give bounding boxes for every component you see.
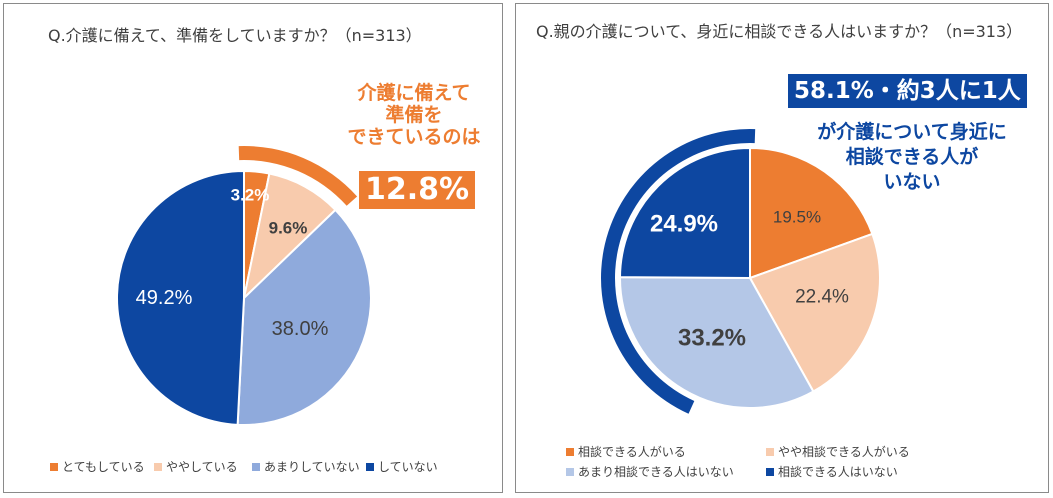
pie-chart-consultation: 19.5% 22.4% 33.2% 24.9% xyxy=(601,129,881,414)
legend-swatch xyxy=(566,447,574,456)
legend-swatch xyxy=(766,467,774,476)
legend-swatch xyxy=(50,462,58,471)
legend-label: とてもしている xyxy=(62,460,145,474)
panel-consultation: Q.親の介護について、身近に相談できる人はいますか？（n=313） 19.5% 2… xyxy=(515,3,1049,493)
callout-line: 相談できる人が xyxy=(845,146,979,168)
callout-line: できているのは xyxy=(347,126,481,148)
highlight-arc xyxy=(238,146,358,206)
pie-chart-preparation: 3.2% 9.6% 38.0% 49.2% xyxy=(116,146,372,426)
legend-label: あまりしていない xyxy=(264,460,360,474)
legend-label: ややしている xyxy=(166,460,238,474)
callout-line: 準備を xyxy=(385,104,443,126)
data-label: 3.2% xyxy=(231,186,270,205)
legend-swatch xyxy=(366,462,374,471)
data-label: 19.5% xyxy=(773,208,821,227)
pie-slice-3 xyxy=(236,208,372,426)
data-label: 24.9% xyxy=(650,211,718,238)
highlight-arc xyxy=(601,129,756,414)
callout-value: 58.1%・約3人に1人 xyxy=(788,74,1027,108)
pie-slice-3 xyxy=(619,276,815,409)
legend-item-2: やや相談できる人がいる xyxy=(766,443,910,460)
callout-value: 12.8% xyxy=(359,171,476,209)
legend-item-2: ややしている xyxy=(154,458,238,475)
legend-swatch xyxy=(252,462,260,471)
pie-slice-4 xyxy=(618,146,751,280)
pie-slice-2 xyxy=(242,172,337,301)
pie-slice-1 xyxy=(749,146,874,280)
pie-slice-2 xyxy=(748,232,881,393)
legend-label: 相談できる人はいない xyxy=(778,465,898,479)
callout-line: 介護に備えて xyxy=(357,82,471,104)
data-label: 22.4% xyxy=(795,287,849,308)
chart-title: Q.介護に備えて、準備をしていますか？（n=313） xyxy=(48,26,422,45)
callout-line: いない xyxy=(883,171,941,193)
legend-label: やや相談できる人がいる xyxy=(778,445,910,459)
legend-label: 相談できる人がいる xyxy=(578,445,686,459)
chart-title: Q.親の介護について、身近に相談できる人はいますか？（n=313） xyxy=(536,22,1023,41)
legend-item-3: あまりしていない xyxy=(252,458,360,475)
legend-item-1: 相談できる人がいる xyxy=(566,443,686,460)
callout-text: が介護について身近に 相談できる人が いない xyxy=(792,120,1032,195)
legend-swatch xyxy=(766,447,774,456)
callout-line: が介護について身近に xyxy=(817,121,1007,143)
legend-item-4: 相談できる人はいない xyxy=(766,463,898,480)
legend-item-3: あまり相談できる人はいない xyxy=(566,463,734,480)
legend-item-1: とてもしている xyxy=(50,458,145,475)
legend-swatch xyxy=(566,467,574,476)
data-label: 38.0% xyxy=(272,318,329,340)
legend-swatch xyxy=(154,462,162,471)
legend-label: していない xyxy=(378,460,438,474)
data-label: 9.6% xyxy=(269,219,308,238)
data-label: 33.2% xyxy=(678,325,746,352)
data-label: 49.2% xyxy=(136,287,193,309)
pie-slice-4 xyxy=(116,169,245,426)
callout-text: 介護に備えて 準備を できているのは xyxy=(334,82,494,148)
legend-item-4: していない xyxy=(366,458,438,475)
legend-label: あまり相談できる人はいない xyxy=(578,465,734,479)
panel-preparation: Q.介護に備えて、準備をしていますか？（n=313） 3.2% 9.6% 38.0%… xyxy=(3,3,503,493)
